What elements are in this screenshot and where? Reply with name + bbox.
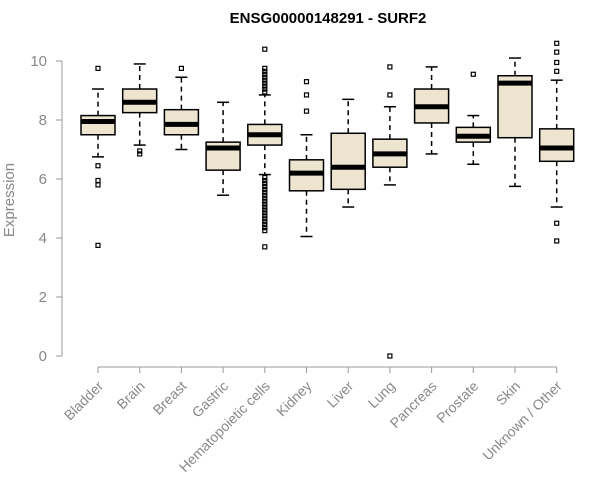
y-axis-label: Expression (1, 163, 18, 237)
box-iqr (80, 114, 116, 136)
outlier-point (262, 46, 268, 52)
outlier-point (262, 74, 268, 80)
outlier-point (387, 64, 393, 70)
y-tick-label: 10 (30, 53, 47, 70)
x-tick-label: Skin (493, 378, 524, 409)
outlier-point (262, 174, 268, 181)
outlier-point (262, 86, 268, 92)
y-tick-label: 8 (39, 112, 47, 129)
x-tick-label: Breast (150, 378, 190, 418)
outlier-point (303, 79, 310, 85)
outlier-point (554, 68, 560, 74)
outlier-point (262, 71, 268, 77)
box-group (80, 65, 116, 248)
outlier-point (95, 65, 101, 71)
box-group (497, 57, 533, 188)
x-tick-label: Kidney (273, 378, 315, 420)
box-iqr (497, 75, 533, 139)
outlier-point (387, 92, 393, 98)
x-tick-label: Prostate (433, 378, 481, 426)
outlier-point (262, 216, 268, 222)
box-iqr (330, 132, 366, 191)
x-tick-label: Lung (365, 378, 398, 411)
outlier-point (262, 222, 268, 228)
outlier-point (262, 225, 268, 231)
box-group (163, 65, 200, 151)
box-group (413, 66, 450, 155)
outlier-point (137, 151, 143, 157)
outlier-point (262, 195, 268, 201)
outlier-point (262, 89, 268, 95)
outlier-point (262, 192, 268, 198)
outlier-point (95, 242, 101, 248)
outlier-point (554, 220, 560, 226)
outlier-point (262, 204, 268, 210)
outlier-point (262, 65, 268, 71)
outlier-point (262, 228, 268, 234)
x-tick-label: Brain (113, 378, 147, 412)
outlier-point (262, 77, 268, 83)
outlier-point (262, 213, 268, 219)
x-tick-label: Bladder (61, 378, 107, 424)
box-group (205, 101, 241, 196)
box-group (372, 64, 408, 359)
outlier-point (95, 177, 101, 184)
outlier-point (554, 59, 560, 66)
chart-title: ENSG00000148291 - SURF2 (230, 10, 427, 27)
outlier-point (262, 83, 268, 89)
outlier-point (95, 163, 101, 169)
outlier-point (554, 40, 560, 46)
y-tick-label: 6 (39, 171, 47, 188)
y-axis: 0 2 4 6 8 10 (30, 53, 63, 365)
box-group (330, 98, 366, 208)
box-group (288, 79, 325, 238)
outlier-point (262, 177, 268, 184)
outlier-point (470, 71, 476, 77)
outlier-point (262, 180, 268, 187)
outlier-point (262, 201, 268, 207)
outlier-point (262, 219, 268, 225)
outlier-point (262, 186, 268, 192)
x-tick-label: Liver (324, 378, 357, 411)
outlier-point (178, 65, 184, 71)
y-tick-label: 0 (39, 348, 47, 365)
outlier-point (262, 183, 268, 189)
x-tick-label: Unknown / Other (479, 378, 565, 464)
outlier-point (554, 238, 560, 244)
box-group (455, 71, 492, 165)
outlier-point (262, 80, 268, 86)
box-iqr (538, 128, 575, 163)
outlier-point (554, 49, 560, 55)
outlier-point (262, 244, 268, 250)
outlier-point (262, 210, 268, 216)
box-group (538, 40, 575, 244)
box-group (247, 46, 283, 250)
y-tick-label: 2 (39, 289, 47, 306)
outlier-point (262, 207, 268, 213)
outlier-point (303, 108, 310, 114)
outlier-point (262, 198, 268, 204)
plot-area (80, 40, 575, 359)
outlier-point (95, 182, 101, 188)
outlier-point (137, 148, 143, 154)
outlier-point (303, 92, 310, 98)
outlier-point (262, 68, 268, 74)
box-group (121, 63, 158, 157)
outlier-point (262, 189, 268, 195)
y-tick-label: 4 (39, 230, 47, 247)
outlier-point (387, 353, 393, 359)
